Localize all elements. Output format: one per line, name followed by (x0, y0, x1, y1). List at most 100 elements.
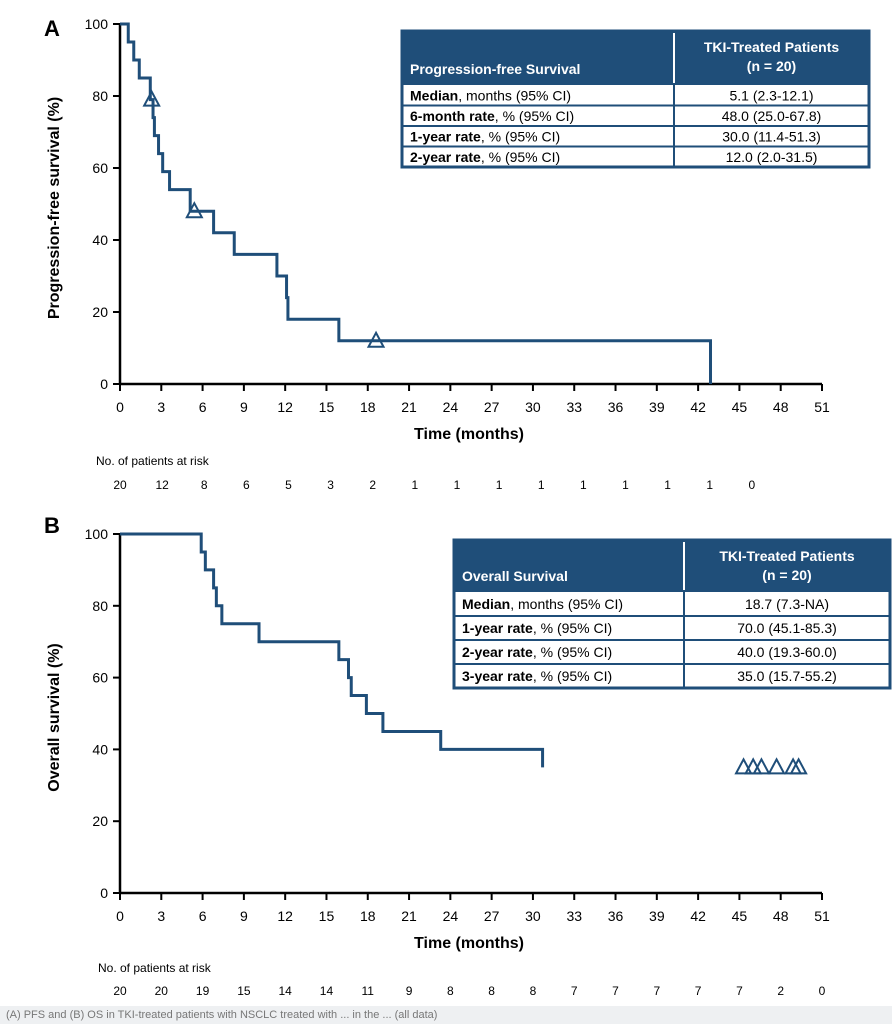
table-header-right: (n = 20) (762, 567, 811, 583)
at-risk-count: 7 (653, 984, 660, 998)
x-tick-label: 27 (484, 908, 500, 924)
x-tick-label: 48 (773, 399, 789, 415)
table-header-right: (n = 20) (747, 58, 796, 74)
y-tick-label: 60 (92, 160, 108, 176)
at-risk-count: 1 (580, 478, 587, 492)
table-row-label: 2-year rate, % (95% CI) (462, 644, 612, 660)
at-risk-count: 8 (201, 478, 208, 492)
censor-marker (752, 757, 771, 775)
y-tick-label: 40 (92, 232, 108, 248)
table-row-value: 18.7 (7.3-NA) (745, 596, 829, 612)
y-tick-label: 20 (92, 813, 108, 829)
summary-table: Overall Survival TKI-Treated Patients (n =… (452, 538, 892, 690)
x-tick-label: 6 (199, 399, 207, 415)
at-risk-count: 1 (538, 478, 545, 492)
caption-text: (A) PFS and (B) OS in TKI-treated patien… (6, 1009, 438, 1021)
y-tick-label: 100 (85, 16, 109, 32)
censor-marker (767, 757, 786, 775)
table-header-left: Progression-free Survival (410, 61, 580, 77)
at-risk-count: 7 (571, 984, 578, 998)
x-axis-label: Time (months) (414, 935, 524, 952)
at-risk-label: No. of patients at risk (98, 961, 212, 975)
summary-table: Progression-free Survival TKI-Treated Pat… (400, 29, 871, 169)
censor-marker (734, 757, 753, 775)
table-row-value: 5.1 (2.3-12.1) (729, 87, 813, 103)
x-tick-label: 51 (814, 399, 830, 415)
at-risk-count: 12 (155, 478, 169, 492)
x-tick-label: 15 (319, 399, 335, 415)
survival-curve (120, 532, 545, 768)
censor-marker (185, 201, 204, 219)
at-risk-count: 8 (447, 984, 454, 998)
x-tick-label: 3 (157, 399, 165, 415)
x-tick-label: 0 (116, 908, 124, 924)
y-tick-label: 40 (92, 741, 108, 757)
at-risk-count: 20 (113, 478, 127, 492)
x-tick-label: 18 (360, 908, 376, 924)
x-tick-label: 33 (566, 399, 582, 415)
table-row-value: 30.0 (11.4-51.3) (722, 128, 821, 144)
x-tick-label: 21 (401, 908, 417, 924)
at-risk-count: 20 (155, 984, 169, 998)
x-tick-label: 33 (566, 908, 582, 924)
at-risk-count: 2 (369, 478, 376, 492)
x-tick-label: 45 (732, 399, 748, 415)
table-header-right: TKI-Treated Patients (719, 548, 855, 564)
x-tick-label: 27 (484, 399, 500, 415)
panel-label: B (44, 513, 60, 538)
x-tick-label: 9 (240, 908, 248, 924)
x-tick-label: 42 (690, 908, 706, 924)
at-risk-count: 0 (819, 984, 826, 998)
at-risk-count: 1 (664, 478, 671, 492)
table-header-bg (454, 540, 890, 592)
y-tick-label: 60 (92, 670, 108, 686)
at-risk-label: No. of patients at risk (96, 454, 210, 468)
at-risk-count: 1 (411, 478, 418, 492)
censor-marker (366, 330, 386, 348)
x-tick-label: 36 (608, 908, 624, 924)
table-header-left: Overall Survival (462, 568, 568, 584)
y-tick-label: 0 (100, 376, 108, 392)
table-header-right: TKI-Treated Patients (704, 39, 840, 55)
at-risk-count: 1 (496, 478, 503, 492)
table-row-value: 35.0 (15.7-55.2) (737, 668, 837, 684)
censor-marker (142, 89, 161, 107)
y-axis-label: Progression-free survival (%) (46, 97, 63, 319)
x-tick-label: 39 (649, 908, 665, 924)
x-tick-label: 6 (199, 908, 207, 924)
at-risk-count: 8 (488, 984, 495, 998)
at-risk-count: 3 (327, 478, 334, 492)
x-tick-label: 9 (240, 399, 248, 415)
table-row-value: 12.0 (2.0-31.5) (726, 149, 818, 165)
x-tick-label: 12 (277, 399, 293, 415)
at-risk-count: 19 (196, 984, 210, 998)
x-tick-label: 24 (443, 399, 459, 415)
at-risk-count: 0 (748, 478, 755, 492)
y-tick-label: 80 (92, 88, 108, 104)
at-risk-count: 1 (454, 478, 461, 492)
table-row-label: Median, months (95% CI) (410, 87, 571, 103)
y-tick-label: 20 (92, 304, 108, 320)
table-row-label: 1-year rate, % (95% CI) (410, 128, 560, 144)
at-risk-count: 7 (612, 984, 619, 998)
table-row-value: 40.0 (19.3-60.0) (737, 644, 837, 660)
at-risk-count: 11 (362, 984, 375, 998)
x-tick-label: 39 (649, 399, 665, 415)
x-tick-label: 21 (401, 399, 417, 415)
y-tick-label: 100 (85, 526, 109, 542)
y-tick-label: 80 (92, 598, 108, 614)
at-risk-count: 14 (278, 984, 292, 998)
survival-curve (120, 22, 713, 384)
at-risk-count: 8 (530, 984, 537, 998)
table-row-label: 6-month rate, % (95% CI) (410, 108, 574, 124)
x-tick-label: 15 (319, 908, 335, 924)
table-header-bg (402, 31, 869, 85)
x-tick-label: 24 (443, 908, 459, 924)
at-risk-count: 6 (243, 478, 250, 492)
at-risk-count: 1 (622, 478, 629, 492)
table-row-value: 70.0 (45.1-85.3) (737, 620, 837, 636)
table-row-label: 1-year rate, % (95% CI) (462, 620, 612, 636)
y-axis-label: Overall survival (%) (46, 643, 63, 792)
